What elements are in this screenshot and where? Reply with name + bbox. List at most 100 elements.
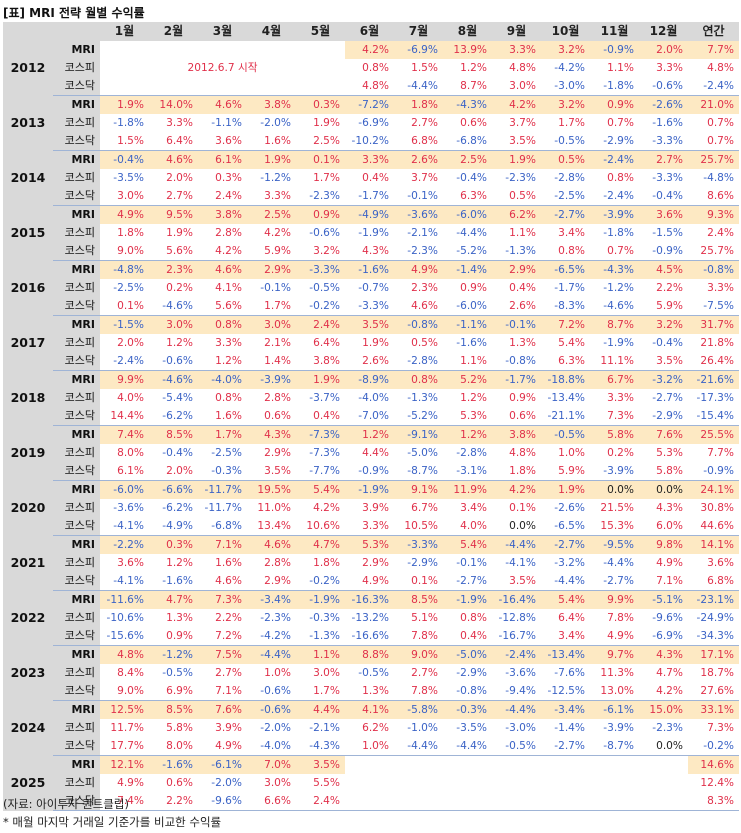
value-cell: -1.9% [358, 227, 389, 239]
value-cell: 25.5% [688, 425, 739, 444]
value-cell: -6.9% [394, 41, 443, 59]
value-cell: -34.3% [688, 627, 739, 646]
value-cell: 7.3% [198, 590, 247, 609]
value-cell: -6.5% [541, 260, 590, 279]
value-cell: 6.1% [100, 462, 149, 481]
value-cell: 1.2% [166, 337, 193, 349]
year-cell: 2016 [3, 260, 53, 316]
value-cell: 5.3% [345, 535, 394, 554]
row-label: 코스닥 [53, 572, 100, 591]
row-label: MRI [53, 260, 100, 279]
value-cell: 1.9% [362, 337, 389, 349]
table-row: 코스닥 -2.4% -0.6% 1.2% 1.4% 3.8% 2.6% -2.8% 1.1% -0… [3, 352, 739, 371]
value-cell [590, 755, 639, 774]
value-cell: -3.4% [541, 700, 590, 719]
value-cell: -0.6% [149, 352, 198, 371]
value-cell: 24.1% [688, 480, 739, 499]
value-cell: 4.4% [296, 700, 345, 719]
year-cell: 2021 [3, 535, 53, 591]
table-row: 2015 MRI 4.9% 9.5% 3.8% 2.5% 0.9% -4.9% -3.6% -6.… [3, 205, 739, 261]
value-cell: 3.4% [541, 627, 590, 646]
value-cell: -7.3% [296, 425, 345, 444]
value-cell: 4.5% [639, 260, 688, 279]
row-label: 코스닥 [53, 132, 100, 151]
value-cell: -23.1% [688, 590, 739, 609]
value-cell [394, 792, 443, 811]
value-cell: 4.9% [590, 627, 639, 646]
value-cell: -0.5% [162, 667, 193, 679]
value-cell [345, 774, 394, 792]
value-cell: -2.9% [639, 407, 688, 426]
value-cell: -1.5% [652, 227, 683, 239]
value-cell: 0.9% [460, 282, 487, 294]
value-cell: 5.4% [296, 480, 345, 499]
value-cell: 7.4% [100, 425, 149, 444]
source-note: (자료: 아이투자 퀀트클럽) [3, 797, 129, 811]
value-cell: 8.5% [149, 425, 198, 444]
value-cell: -0.9% [688, 462, 739, 481]
value-cell: 0.7% [590, 242, 639, 261]
value-cell: 19.5% [247, 480, 296, 499]
value-cell: 3.5% [492, 132, 541, 151]
value-cell: 9.9% [100, 370, 149, 389]
value-cell: 21.8% [700, 337, 734, 349]
value-cell: -0.2% [688, 737, 739, 756]
value-cell: -0.7% [358, 282, 389, 294]
column-header: 7월 [394, 22, 443, 41]
table-row: 코스피 -1.8% 3.3% -1.1% -2.0% 1.9% -6.9% 2.7% 0.6% 3… [3, 114, 739, 132]
value-cell: 0.7% [707, 117, 734, 129]
value-cell: 6.9% [149, 682, 198, 701]
value-cell: 4.0% [117, 392, 144, 404]
value-cell: -0.6% [247, 682, 296, 701]
value-cell: 2.5% [443, 150, 492, 169]
value-cell: 10.5% [394, 517, 443, 536]
row-label: 코스피 [53, 554, 100, 572]
value-cell: -4.1% [505, 557, 536, 569]
value-cell: -4.4% [394, 737, 443, 756]
value-cell: -1.9% [603, 337, 634, 349]
value-cell: -0.8% [688, 260, 739, 279]
value-cell: 1.6% [247, 132, 296, 151]
value-cell: -2.3% [652, 722, 683, 734]
start-note: 2012.6.7 시작 [100, 59, 345, 77]
table-row: 코스피 8.0% -0.4% -2.5% 2.9% -7.3% 4.4% -5.0% -2.8%… [3, 444, 739, 462]
table-row: 코스피 4.9% 0.6% -2.0% 3.0% 5.5% 12.4% [3, 774, 739, 792]
value-cell: 2.4% [296, 792, 345, 811]
value-cell: 2.9% [362, 557, 389, 569]
value-cell: 6.3% [541, 352, 590, 371]
value-cell: -3.4% [247, 590, 296, 609]
value-cell: 2.3% [411, 282, 438, 294]
value-cell: -5.2% [394, 407, 443, 426]
value-cell: -16.3% [345, 590, 394, 609]
table-row: 코스피 -3.6% -6.2% -11.7% 11.0% 4.2% 3.9% 6.7% 3.4%… [3, 499, 739, 517]
value-cell: 4.0% [443, 517, 492, 536]
value-cell: -4.4% [247, 645, 296, 664]
value-cell: -4.3% [296, 737, 345, 756]
value-cell: 2.5% [296, 132, 345, 151]
corner-cell [3, 22, 53, 41]
value-cell: 3.0% [264, 777, 291, 789]
value-cell: -1.5% [100, 315, 149, 334]
value-cell: 7.8% [607, 612, 634, 624]
value-cell: 7.0% [247, 755, 296, 774]
value-cell: -4.0% [247, 737, 296, 756]
value-cell: 3.4% [460, 502, 487, 514]
value-cell: 7.3% [707, 722, 734, 734]
value-cell: -16.6% [345, 627, 394, 646]
value-cell [639, 755, 688, 774]
value-cell: -8.7% [590, 737, 639, 756]
value-cell: -4.2% [554, 62, 585, 74]
column-header: 9월 [492, 22, 541, 41]
value-cell: -4.8% [100, 260, 149, 279]
row-label: MRI [53, 480, 100, 499]
value-cell: 13.9% [443, 41, 492, 59]
value-cell: 4.9% [394, 260, 443, 279]
value-cell [345, 755, 394, 774]
table-row: 코스닥 9.0% 6.9% 7.1% -0.6% 1.7% 1.3% 7.8% -0.8% -9.… [3, 682, 739, 701]
value-cell: 7.6% [639, 425, 688, 444]
value-cell: 2.8% [264, 392, 291, 404]
value-cell: -4.2% [247, 627, 296, 646]
value-cell: -2.0% [211, 777, 242, 789]
value-cell: 5.4% [541, 590, 590, 609]
value-cell: 5.3% [443, 407, 492, 426]
